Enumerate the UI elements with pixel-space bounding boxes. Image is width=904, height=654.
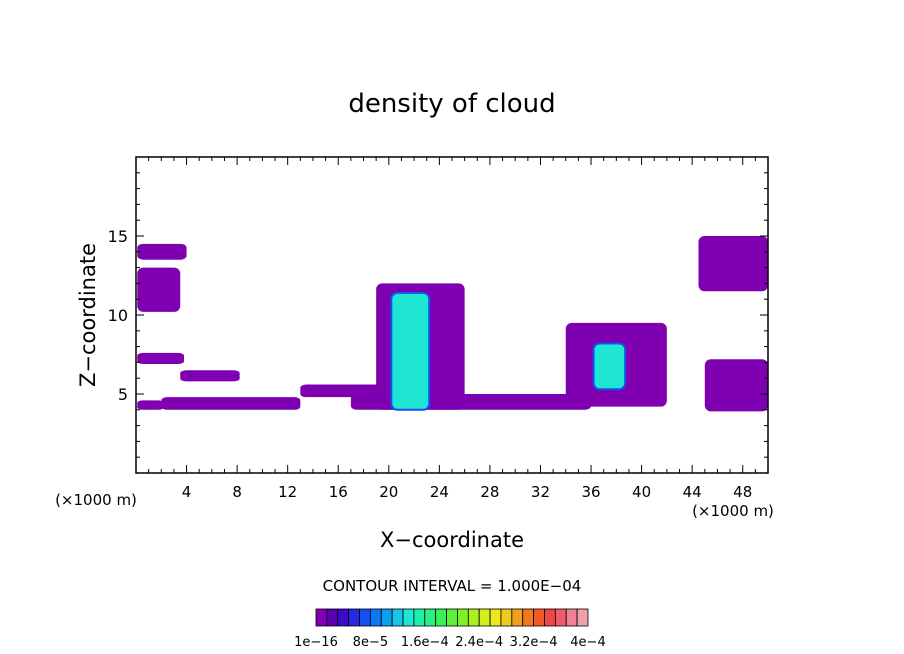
colorbar-label: 2.4e−4 bbox=[455, 635, 503, 650]
x-tick-label: 48 bbox=[733, 483, 752, 501]
colorbar-swatch bbox=[522, 608, 534, 627]
x-tick-label: 4 bbox=[182, 483, 192, 501]
x-axis-ticks: 4 8 12 16 20 24 28 32 36 40 44 48 bbox=[148, 157, 756, 501]
cloud-region-low bbox=[137, 400, 164, 410]
colorbar-swatch bbox=[380, 608, 393, 627]
colorbar-label: 1.6e−4 bbox=[401, 635, 449, 650]
colorbar bbox=[315, 608, 589, 627]
x-tick-label: 16 bbox=[329, 483, 348, 501]
cloud-region-low bbox=[137, 267, 181, 312]
cloud-region-low bbox=[704, 359, 768, 412]
x-tick-label: 44 bbox=[683, 483, 702, 501]
x-tick-label: 40 bbox=[632, 483, 651, 501]
colorbar-swatch bbox=[359, 608, 371, 627]
x-tick-label: 8 bbox=[232, 483, 242, 501]
colorbar-swatch bbox=[446, 608, 458, 627]
cloud-density-field bbox=[137, 236, 768, 412]
cloud-region-high bbox=[592, 342, 627, 391]
colorbar-swatch bbox=[326, 608, 339, 627]
colorbar-swatch bbox=[391, 608, 404, 627]
colorbar-swatch bbox=[533, 608, 545, 627]
colorbar-swatch bbox=[457, 608, 469, 627]
colorbar-swatch bbox=[489, 608, 502, 627]
colorbar-label: 3.2e−4 bbox=[510, 635, 558, 650]
colorbar-swatch bbox=[424, 608, 437, 627]
colorbar-swatch bbox=[435, 608, 447, 627]
colorbar-swatch bbox=[565, 608, 578, 627]
x-axis-unit-right: (×1000 m) bbox=[692, 502, 774, 520]
x-axis-unit-left: (×1000 m) bbox=[55, 491, 137, 509]
colorbar-swatch bbox=[500, 608, 513, 627]
colorbar-swatch bbox=[402, 608, 415, 627]
x-tick-label: 28 bbox=[480, 483, 499, 501]
colorbar-label: 1e−16 bbox=[294, 635, 338, 650]
cloud-region-low bbox=[137, 243, 187, 260]
chart-title: density of cloud bbox=[348, 89, 555, 119]
colorbar-swatch bbox=[544, 608, 556, 627]
cloud-region-high bbox=[390, 291, 431, 411]
contour-interval-label: CONTOUR INTERVAL = 1.000E−04 bbox=[323, 577, 582, 595]
colorbar-swatch bbox=[576, 608, 589, 627]
colorbar-swatch bbox=[478, 608, 491, 627]
x-tick-label: 32 bbox=[531, 483, 550, 501]
cloud-region-low bbox=[137, 352, 185, 364]
x-tick-label: 36 bbox=[581, 483, 600, 501]
cloud-region-low bbox=[698, 236, 768, 292]
colorbar-swatch bbox=[554, 608, 567, 627]
cloud-region-low bbox=[161, 397, 301, 410]
y-tick-label: 5 bbox=[118, 385, 128, 404]
y-axis-ticks: 5 10 15 bbox=[108, 172, 768, 458]
colorbar-label: 8e−5 bbox=[353, 635, 388, 650]
colorbar-swatch bbox=[511, 608, 524, 627]
y-axis-label: Z−coordinate bbox=[76, 243, 100, 387]
colorbar-swatch bbox=[467, 608, 480, 627]
cloud-region-low bbox=[180, 370, 240, 382]
y-tick-label: 15 bbox=[108, 227, 128, 246]
x-axis-label: X−coordinate bbox=[380, 528, 524, 552]
colorbar-swatch bbox=[337, 608, 350, 627]
colorbar-swatch bbox=[315, 608, 328, 627]
x-tick-label: 12 bbox=[278, 483, 297, 501]
y-tick-label: 10 bbox=[108, 306, 128, 325]
colorbar-labels: 1e−16 8e−5 1.6e−4 2.4e−4 3.2e−4 4e−4 bbox=[294, 635, 606, 650]
colorbar-swatch bbox=[369, 608, 382, 627]
colorbar-swatch bbox=[413, 608, 426, 627]
x-tick-label: 20 bbox=[379, 483, 398, 501]
x-tick-label: 24 bbox=[430, 483, 449, 501]
colorbar-label: 4e−4 bbox=[570, 635, 605, 650]
colorbar-swatch bbox=[348, 608, 360, 627]
